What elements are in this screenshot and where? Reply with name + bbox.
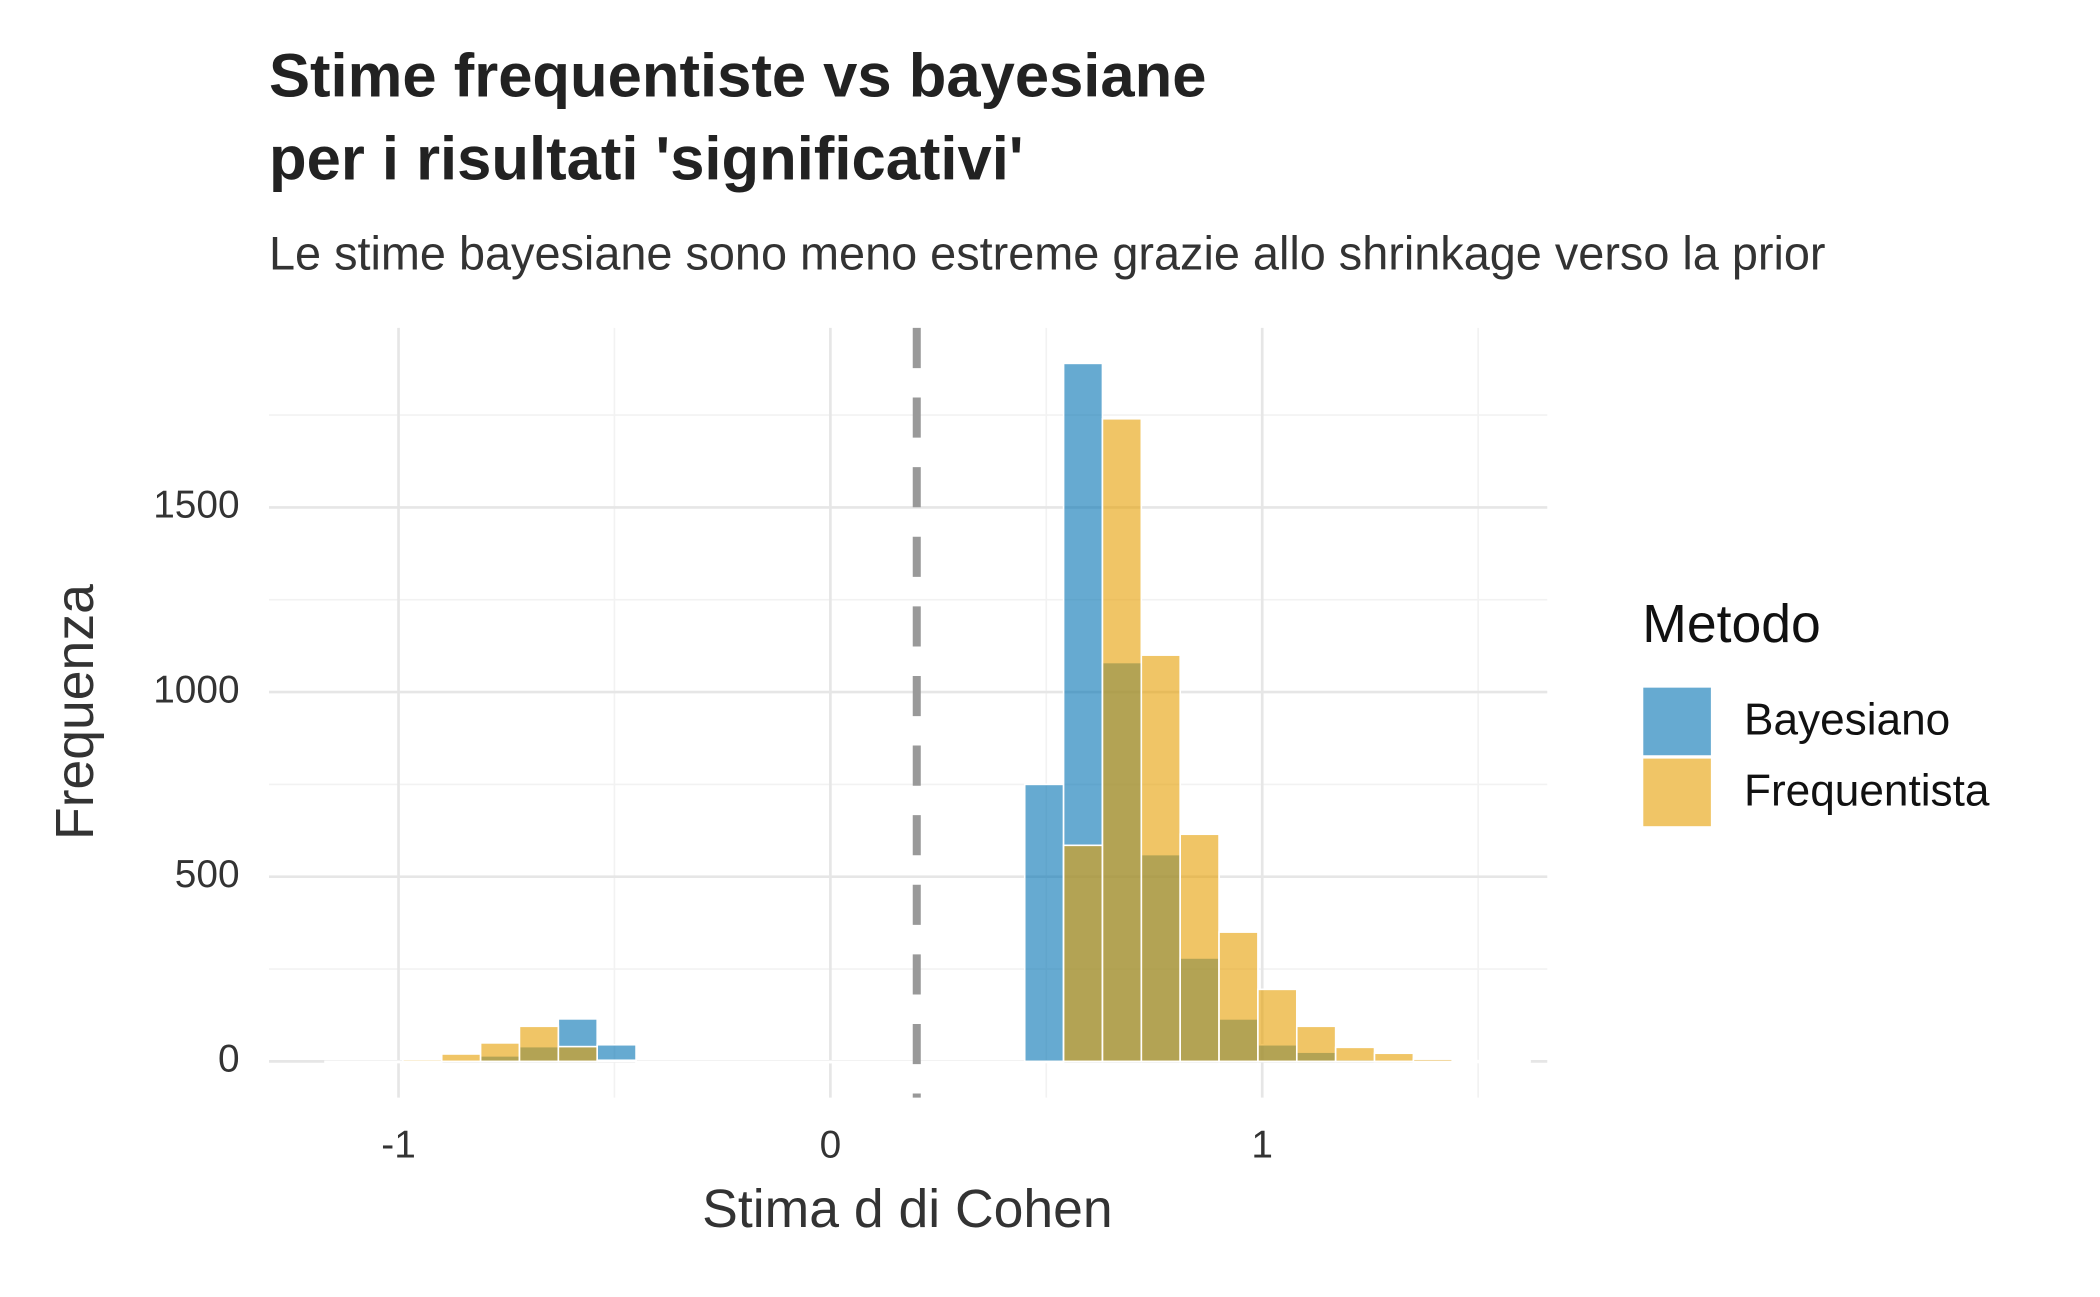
histogram-bar: [1490, 1059, 1531, 1063]
histogram-bar: [596, 1043, 637, 1063]
histogram-bar: [1218, 931, 1259, 1063]
histogram-bar: [946, 1060, 987, 1064]
histogram-bar: [479, 1042, 521, 1063]
histogram-bar: [674, 1060, 715, 1064]
chart-title: Stime frequentiste vs bayesiane: [269, 42, 1207, 111]
histogram-bar: [1140, 654, 1181, 1063]
histogram-bar: [1101, 417, 1143, 1063]
histogram-bar: [402, 1058, 443, 1063]
legend-label: Bayesiano: [1744, 695, 1950, 744]
histogram-bar: [1179, 833, 1220, 1063]
histogram-bar: [324, 1060, 365, 1064]
legend-title: Metodo: [1642, 595, 1821, 654]
histogram-bar: [1451, 1059, 1492, 1063]
chart-subtitle: Le stime bayesiane sono meno estreme gra…: [269, 227, 1826, 279]
x-axis-title: Stima d di Cohen: [702, 1180, 1113, 1239]
histogram-bar: [1023, 783, 1065, 1063]
histogram-bar: [440, 1053, 482, 1063]
y-tick-label: 500: [175, 853, 240, 896]
histogram-bar: [985, 1060, 1026, 1064]
histogram-bar: [557, 1045, 598, 1063]
histogram-bar: [1373, 1052, 1415, 1063]
histogram-bar: [1334, 1046, 1376, 1063]
histogram-bar: [751, 1060, 793, 1064]
histogram-bar: [1023, 1060, 1065, 1064]
y-tick-label: 0: [218, 1038, 240, 1081]
histogram-bar: [829, 1060, 871, 1064]
histogram-bar: [1295, 1025, 1337, 1063]
histogram-bar: [635, 1060, 676, 1064]
x-tick-label: 1: [1251, 1123, 1273, 1166]
histogram-bar: [518, 1025, 560, 1063]
histogram-bar: [363, 1060, 404, 1064]
x-tick-label: -1: [381, 1123, 415, 1166]
legend-key: [1641, 685, 1713, 758]
y-axis-title: Frequenza: [46, 584, 105, 840]
histogram-bar: [1257, 988, 1298, 1063]
legend-key: [1641, 756, 1713, 829]
histogram-bar: [596, 1059, 637, 1063]
x-tick-label: 0: [820, 1123, 842, 1166]
legend-label: Frequentista: [1744, 766, 1990, 815]
y-tick-label: 1000: [153, 668, 239, 711]
histogram-bar: [712, 1060, 754, 1064]
histogram-bar: [1412, 1058, 1454, 1063]
histogram-bar: [1062, 844, 1104, 1063]
histogram-bar: [790, 1060, 832, 1064]
y-tick-label: 1500: [153, 484, 239, 527]
histogram-bar: [868, 1060, 909, 1064]
chart-title: per i risultati 'significativi': [269, 125, 1024, 194]
